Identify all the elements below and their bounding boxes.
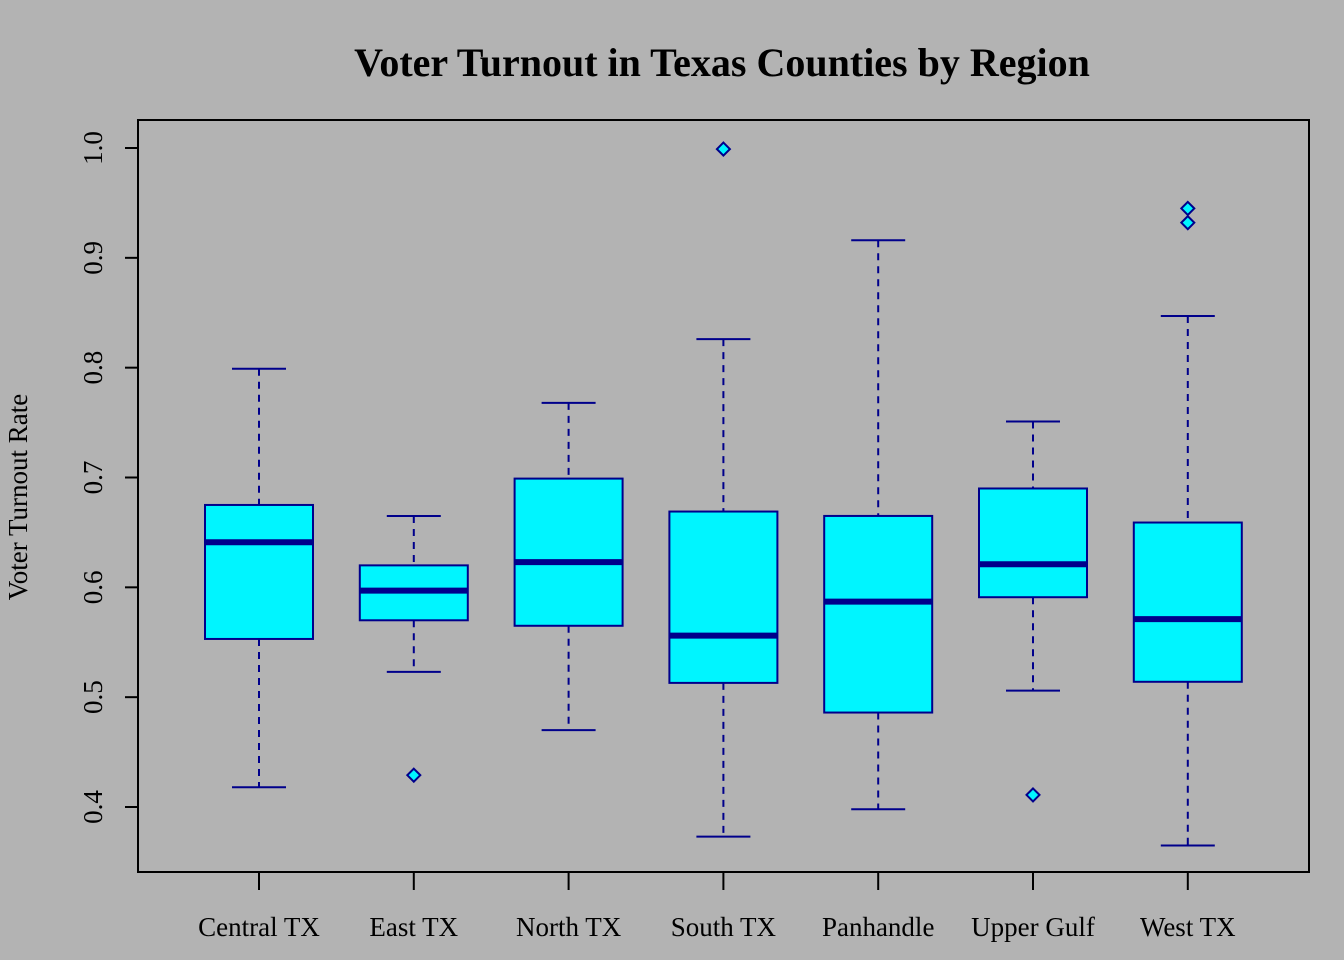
y-axis-label: Voter Turnout Rate bbox=[3, 394, 33, 601]
x-tick-label: North TX bbox=[516, 912, 622, 942]
x-tick-label: East TX bbox=[369, 912, 458, 942]
outlier-point bbox=[715, 141, 732, 158]
box-body bbox=[1132, 521, 1243, 683]
y-tick-label: 0.5 bbox=[78, 680, 108, 714]
y-tick-label: 0.6 bbox=[78, 570, 108, 604]
box-south-tx bbox=[668, 141, 779, 838]
x-tick-label: West TX bbox=[1140, 912, 1236, 942]
outlier-point bbox=[1179, 214, 1196, 231]
box-body bbox=[668, 510, 779, 684]
chart-title: Voter Turnout in Texas Counties by Regio… bbox=[354, 40, 1090, 85]
box-body bbox=[204, 503, 314, 640]
y-tick-label: 0.9 bbox=[78, 241, 108, 275]
x-tick-label: Upper Gulf bbox=[971, 912, 1095, 942]
x-tick-label: Central TX bbox=[198, 912, 320, 942]
y-tick-label: 0.4 bbox=[78, 790, 108, 824]
box-panhandle bbox=[823, 239, 934, 811]
box-body bbox=[513, 477, 624, 627]
box-east-tx bbox=[358, 514, 469, 784]
x-tick-label: Panhandle bbox=[822, 912, 934, 942]
outlier-point bbox=[405, 767, 422, 784]
box-body bbox=[978, 487, 1088, 599]
y-axis: 0.4 0.5 0.6 0.7 0.8 0.9 1.0 bbox=[78, 131, 138, 824]
box-north-tx bbox=[513, 401, 624, 732]
boxes-group bbox=[204, 141, 1243, 847]
y-tick-label: 0.8 bbox=[78, 351, 108, 385]
x-tick-label: South TX bbox=[671, 912, 777, 942]
x-axis: Central TX East TX North TX South TX Panhand… bbox=[198, 872, 1236, 942]
box-central-tx bbox=[204, 367, 314, 789]
outlier-point bbox=[1179, 200, 1196, 217]
y-tick-label: 1.0 bbox=[78, 131, 108, 165]
outlier-point bbox=[1025, 787, 1041, 803]
y-tick-label: 0.7 bbox=[78, 461, 108, 495]
box-upper-gulf bbox=[978, 420, 1088, 803]
box-body bbox=[823, 514, 934, 714]
box-west-tx bbox=[1132, 200, 1243, 847]
